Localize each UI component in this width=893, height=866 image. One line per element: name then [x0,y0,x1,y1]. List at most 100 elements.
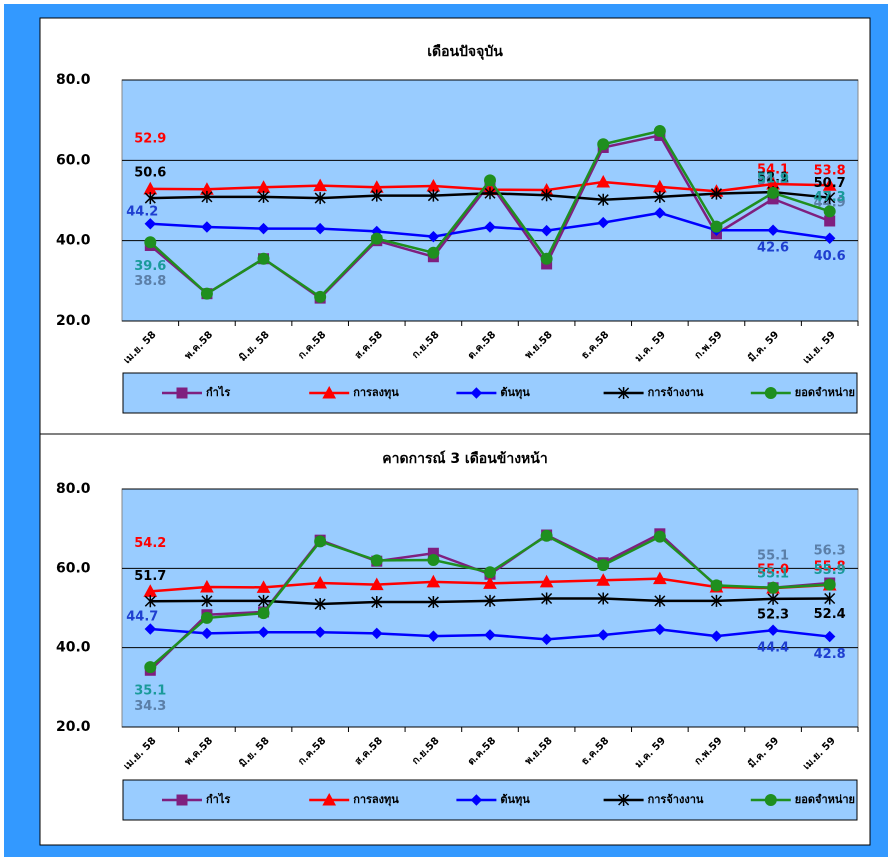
legend [122,779,858,821]
marker [200,611,213,624]
legend-label: กำไร [206,792,230,806]
marker [540,529,553,542]
marker [201,627,213,640]
marker [539,574,554,588]
marker [258,190,270,203]
legend-label: ยอดจำหน่าย [795,386,855,399]
marker [176,387,188,399]
marker [484,594,496,607]
marker [767,624,779,636]
marker [370,232,383,245]
data-label: 55.0 [757,563,789,578]
data-label: 53.8 [814,164,846,179]
marker [710,579,723,592]
data-label: 38.8 [134,274,166,289]
marker [764,387,777,399]
data-label: 44.4 [757,641,789,656]
marker [767,581,780,594]
marker [823,205,836,218]
marker [371,627,383,640]
y-tick-label: 20.0 [56,719,91,735]
marker [654,594,666,607]
marker [710,187,722,200]
marker [201,221,213,233]
marker [427,554,440,567]
marker [824,191,836,204]
marker [427,246,440,259]
marker [314,626,326,638]
marker [541,189,553,202]
marker [201,594,213,607]
marker [710,220,723,233]
chart-title: คาดการณ์ 3 เดือนข้างหน้า [382,450,547,467]
marker [618,387,630,399]
marker [823,232,836,244]
marker [427,189,439,202]
legend-label: การลงทุน [353,386,399,400]
data-label: 42.8 [814,647,846,662]
marker [484,174,496,187]
marker [767,186,780,199]
marker [313,178,327,192]
marker [597,138,610,151]
data-label: 42.6 [757,241,789,256]
y-tick-label: 60.0 [56,560,91,576]
marker [653,530,666,543]
marker [314,598,326,611]
marker [597,193,609,206]
marker [824,592,836,605]
marker [144,595,156,608]
legend-label: การลงทุน [353,793,399,807]
data-label: 54.2 [134,536,166,551]
marker [313,575,327,589]
data-label: 52.9 [134,131,166,146]
y-tick-label: 40.0 [56,233,91,249]
marker [144,192,156,205]
data-label: 39.6 [134,259,166,274]
marker [256,580,271,593]
marker [369,577,384,591]
marker [258,594,270,607]
data-label: 52.3 [757,607,789,622]
marker [596,174,611,188]
marker [654,207,666,219]
data-label: 51.9 [757,171,789,186]
marker [322,385,337,399]
marker [484,566,496,579]
marker [470,794,483,806]
y-tick-label: 40.0 [56,640,91,656]
marker [710,630,723,642]
legend-label: กำไร [206,385,230,399]
marker [483,576,497,589]
marker [257,626,270,638]
marker [314,222,326,235]
legend-label: ยอดจำหน่าย [795,793,855,806]
marker [767,592,779,605]
marker [370,554,383,567]
y-tick-label: 20.0 [56,313,91,329]
marker [427,630,440,642]
marker [371,596,383,609]
marker [597,629,609,641]
marker [257,607,270,620]
marker [427,230,440,243]
data-label: 40.6 [814,249,846,264]
marker [484,187,496,200]
marker [653,571,667,585]
data-label: 50.7 [814,176,846,191]
y-tick-label: 60.0 [56,152,91,168]
marker [484,221,496,233]
marker [540,252,553,265]
data-label: 55.9 [814,563,846,578]
plot-area [121,79,859,322]
data-label: 44.2 [126,204,158,219]
marker [427,596,439,609]
data-label: 55.1 [757,566,789,581]
marker [540,224,553,237]
legend-label: ต้นทุน [500,793,530,807]
marker [144,661,157,674]
marker [823,630,836,643]
data-label: 55.8 [814,559,846,574]
marker [618,794,630,806]
data-label: 35.1 [134,684,166,699]
